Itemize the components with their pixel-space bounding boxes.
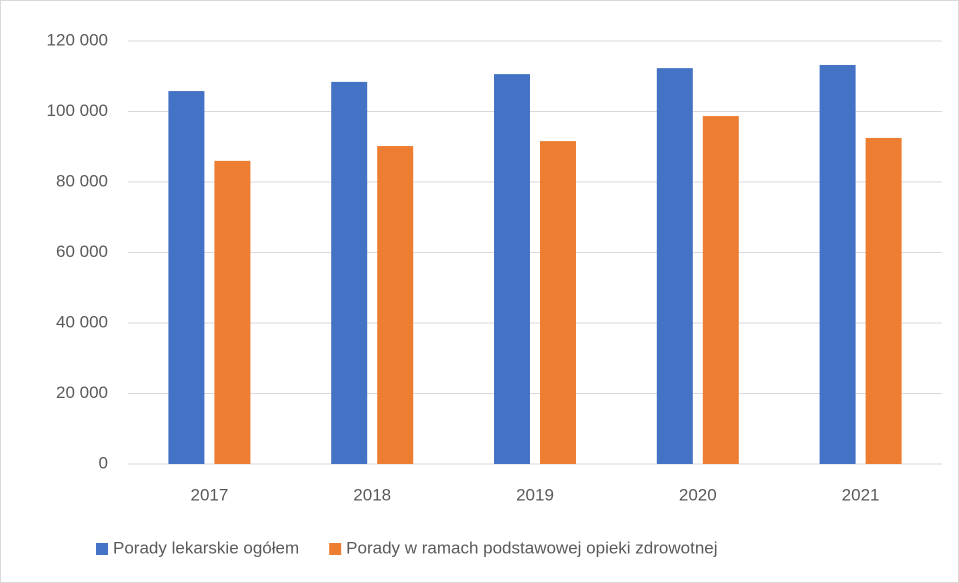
bar (168, 91, 205, 465)
bar (540, 141, 576, 465)
bar (865, 137, 902, 464)
y-tick-label: 20 000 (56, 383, 108, 402)
bar (494, 74, 530, 464)
legend-swatch (329, 543, 342, 555)
y-tick-label: 120 000 (47, 30, 108, 49)
x-tick-label: 2018 (353, 485, 391, 504)
x-tick-label: 2020 (679, 485, 717, 504)
bar (656, 68, 693, 464)
x-tick-label: 2021 (842, 485, 880, 504)
y-tick-label: 0 (99, 453, 108, 472)
bar (702, 116, 739, 465)
bar (214, 160, 251, 464)
y-tick-label: 80 000 (56, 171, 108, 190)
y-tick-label: 60 000 (56, 242, 108, 261)
bar (377, 146, 414, 465)
x-tick-label: 2019 (516, 485, 554, 504)
bar (819, 64, 856, 464)
bar (331, 81, 368, 464)
legend-label: Porady w ramach podstawowej opieki zdrow… (346, 538, 717, 557)
y-tick-label: 40 000 (56, 312, 108, 331)
legend-label: Porady lekarskie ogółem (113, 538, 299, 557)
x-tick-label: 2017 (190, 485, 228, 504)
legend-swatch (96, 543, 108, 555)
y-tick-label: 100 000 (47, 101, 108, 120)
